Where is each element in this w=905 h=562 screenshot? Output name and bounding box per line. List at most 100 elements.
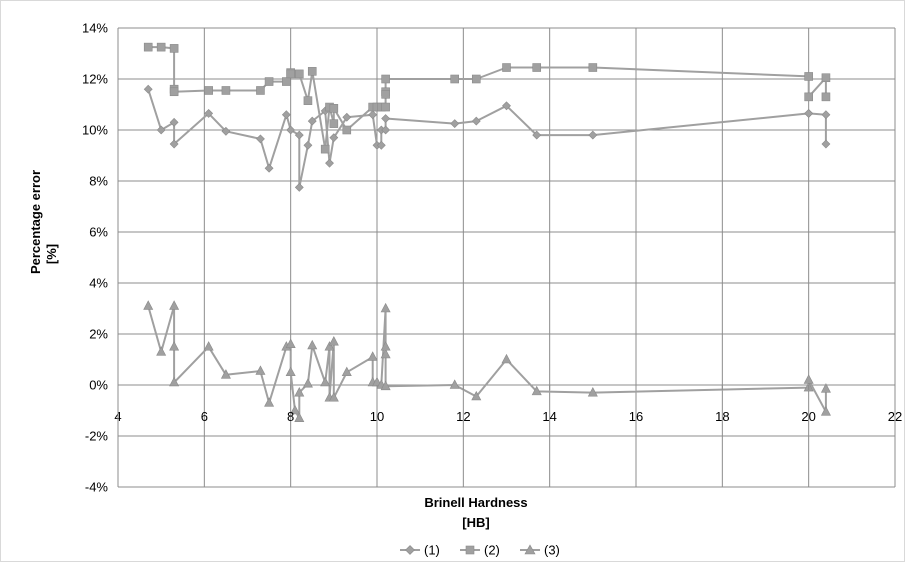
x-axis-title-line-2: [HB] <box>462 515 489 530</box>
triangle-point <box>380 380 391 391</box>
diamond-point <box>381 114 391 123</box>
triangle-point <box>285 338 296 348</box>
triangle-point <box>169 300 180 310</box>
square-point <box>307 67 317 76</box>
square-point <box>156 42 166 52</box>
diamond-point <box>804 109 814 118</box>
diamond-point <box>325 158 334 168</box>
triangle-point <box>324 341 335 351</box>
diamond-point <box>169 139 179 149</box>
triangle-point <box>320 376 331 387</box>
diamond-point <box>221 126 231 136</box>
triangle-point <box>328 392 339 402</box>
diamond-point <box>286 125 296 135</box>
x-tick-label: 14 <box>542 409 556 424</box>
triangle-point <box>587 387 598 397</box>
y-tick-label: 6% <box>89 225 108 240</box>
triangle-point <box>220 369 231 379</box>
diamond-point <box>143 84 153 94</box>
triangle-point <box>307 339 318 350</box>
square-point <box>221 86 231 95</box>
legend-item-2: (2) <box>460 543 500 558</box>
diamond-point <box>294 130 304 140</box>
square-point <box>320 144 330 154</box>
triangle-point <box>264 397 275 407</box>
square-point <box>381 102 390 112</box>
x-tick-label: 12 <box>456 409 470 424</box>
triangle-point <box>294 387 305 397</box>
square-point <box>286 69 295 79</box>
triangle-point <box>328 336 339 346</box>
x-tick-label: 16 <box>629 409 643 424</box>
diamond-point <box>329 133 339 143</box>
triangle-point <box>285 366 296 377</box>
x-tick-label: 18 <box>715 409 729 424</box>
series-group <box>143 42 831 422</box>
triangle-point <box>449 379 460 389</box>
diamond-point <box>342 112 352 122</box>
y-tick-label: 0% <box>89 378 108 393</box>
legend-item-3: (3) <box>520 543 560 558</box>
x-tick-label: 10 <box>370 409 384 424</box>
y-axis-title-line-2: [%] <box>44 244 59 264</box>
axis-ticks: -4%-2%0%2%4%6%8%10%12%14%468101214161820… <box>82 21 902 495</box>
series-3 <box>143 300 831 422</box>
triangle-point <box>803 374 814 384</box>
diamond-point <box>204 109 214 118</box>
diamond-point <box>376 140 386 150</box>
triangle-point <box>169 341 180 351</box>
diamond-point <box>381 125 391 135</box>
diamond-point <box>307 116 317 126</box>
diamond-point <box>156 125 166 135</box>
y-tick-label: 12% <box>82 72 108 87</box>
square-point <box>264 77 274 86</box>
square-point <box>294 69 304 79</box>
diamond-point <box>821 139 831 149</box>
triangle-point <box>531 385 542 396</box>
diamond-point <box>471 116 481 126</box>
x-tick-label: 6 <box>201 409 208 424</box>
diamond-point <box>303 140 313 150</box>
x-tick-label: 22 <box>888 409 902 424</box>
square-point <box>329 119 339 128</box>
diamond-point <box>281 110 291 120</box>
square-point <box>804 92 813 102</box>
legend-label-3: (3) <box>544 543 560 558</box>
diamond-point <box>588 130 598 140</box>
diamond-point <box>169 117 179 127</box>
square-point <box>282 77 291 86</box>
triangle-point <box>367 351 378 361</box>
square-point <box>502 63 511 72</box>
x-tick-label: 8 <box>287 409 294 424</box>
series-2 <box>143 42 831 154</box>
legend-marker-2 <box>465 545 475 555</box>
square-point <box>450 74 460 84</box>
diamond-point <box>450 119 460 129</box>
x-tick-label: 20 <box>801 409 815 424</box>
square-point <box>471 74 481 84</box>
legend-marker-1 <box>405 545 415 555</box>
legend-label-1: (1) <box>424 543 440 558</box>
y-tick-label: 4% <box>89 276 108 291</box>
square-point <box>169 44 179 53</box>
legend: (1) (2) (3) <box>400 543 560 558</box>
diamond-point <box>294 182 304 192</box>
square-point <box>204 86 213 95</box>
triangle-point <box>471 390 482 401</box>
square-point <box>143 42 153 52</box>
triangle-point <box>380 348 391 359</box>
y-tick-label: -4% <box>85 480 109 495</box>
square-point <box>169 87 179 97</box>
diamond-point <box>368 110 378 120</box>
square-point <box>821 92 831 102</box>
triangle-point <box>302 378 313 388</box>
triangle-point <box>820 406 831 416</box>
series-line-1 <box>147 88 827 189</box>
triangle-point <box>380 341 391 351</box>
square-point <box>804 72 813 81</box>
y-tick-label: 8% <box>89 174 108 189</box>
square-point <box>381 90 390 99</box>
y-tick-label: 2% <box>89 327 108 342</box>
